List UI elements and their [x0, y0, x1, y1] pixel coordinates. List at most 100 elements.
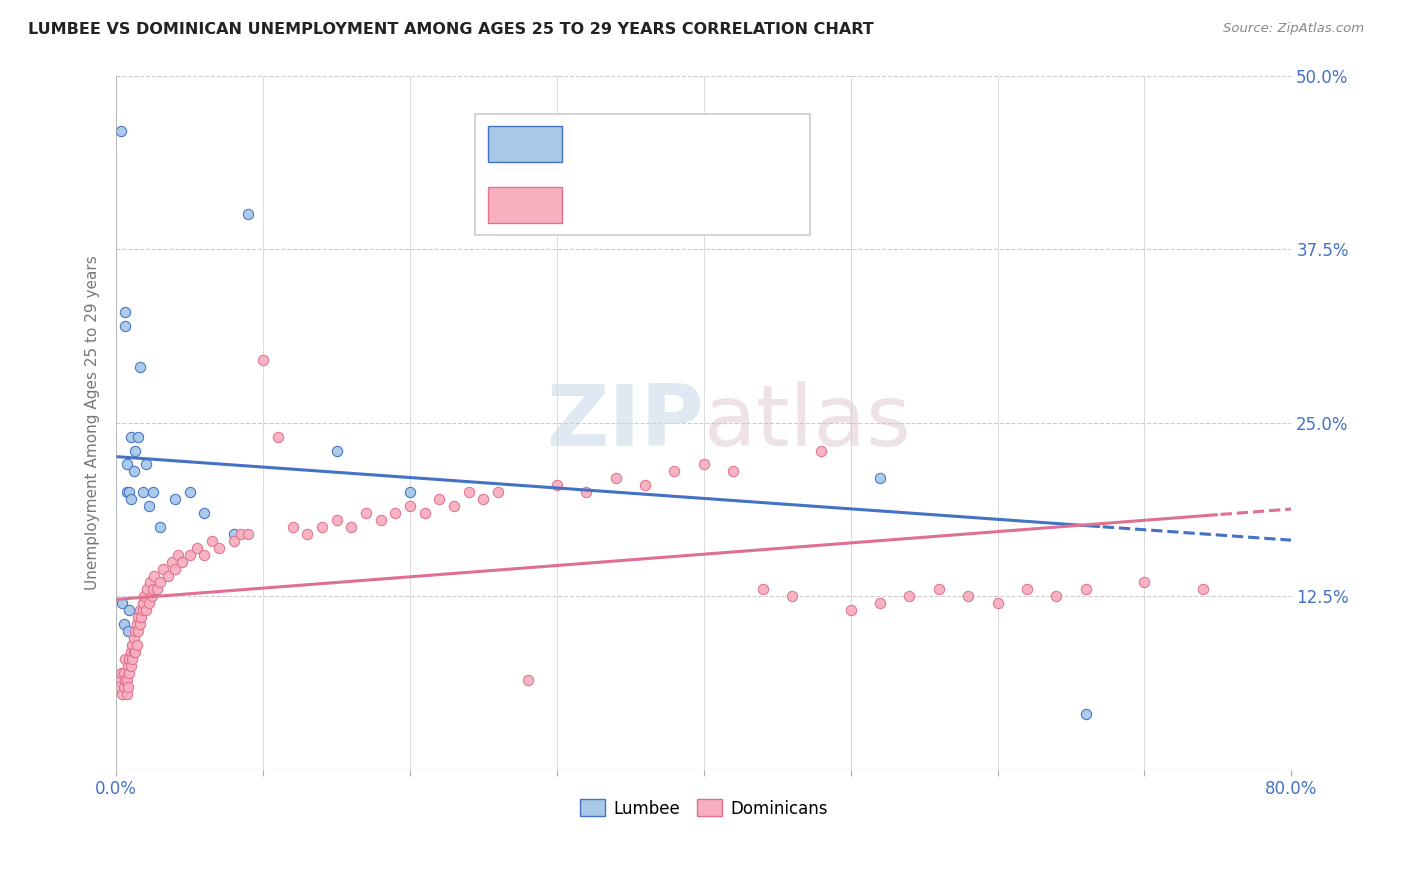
Point: [120, 492, 142, 507]
Point: [238, 527, 260, 541]
Legend: Lumbee, Dominicans: Lumbee, Dominicans: [574, 793, 834, 824]
Point: [117, 658, 139, 673]
Point: [928, 582, 950, 597]
Point: [384, 506, 406, 520]
Point: [146, 582, 169, 597]
Point: [160, 555, 183, 569]
Point: [134, 590, 156, 604]
Point: [780, 590, 803, 604]
Point: [634, 478, 657, 492]
Point: [869, 596, 891, 610]
Point: [810, 443, 832, 458]
Point: [443, 499, 465, 513]
Point: [125, 617, 148, 632]
Point: [149, 575, 172, 590]
Point: [112, 680, 135, 694]
Point: [124, 624, 146, 639]
Point: [132, 485, 155, 500]
Point: [163, 492, 186, 507]
Point: [138, 596, 160, 610]
Point: [121, 652, 143, 666]
Point: [142, 582, 165, 597]
Point: [281, 520, 304, 534]
Point: [575, 485, 598, 500]
Point: [136, 582, 159, 597]
Point: [252, 353, 274, 368]
Point: [1074, 582, 1097, 597]
Point: [222, 527, 245, 541]
Point: [114, 304, 136, 318]
Point: [1045, 590, 1067, 604]
Point: [370, 513, 392, 527]
Point: [117, 624, 139, 639]
Point: [112, 617, 135, 632]
Y-axis label: Unemployment Among Ages 25 to 29 years: Unemployment Among Ages 25 to 29 years: [86, 255, 100, 591]
Point: [516, 673, 538, 687]
Point: [179, 485, 201, 500]
Point: [664, 464, 686, 478]
Point: [135, 603, 157, 617]
Point: [132, 603, 155, 617]
Point: [222, 533, 245, 548]
Point: [163, 561, 186, 575]
Point: [869, 471, 891, 485]
Point: [311, 520, 333, 534]
Point: [120, 430, 142, 444]
Point: [115, 458, 138, 472]
Point: [125, 638, 148, 652]
Point: [115, 485, 138, 500]
Point: [139, 575, 162, 590]
Point: [193, 506, 215, 520]
Point: [605, 471, 627, 485]
Point: [429, 492, 451, 507]
Point: [399, 499, 422, 513]
Point: [751, 582, 773, 597]
Point: [149, 520, 172, 534]
Point: [399, 485, 422, 500]
Point: [143, 568, 166, 582]
Point: [107, 673, 129, 687]
Point: [142, 485, 165, 500]
Point: [1074, 707, 1097, 722]
Point: [839, 603, 862, 617]
Point: [325, 443, 347, 458]
Point: [238, 207, 260, 221]
Point: [120, 645, 142, 659]
Point: [156, 568, 179, 582]
Point: [957, 590, 980, 604]
Point: [457, 485, 479, 500]
Point: [117, 680, 139, 694]
Point: [693, 458, 716, 472]
Point: [124, 443, 146, 458]
Point: [167, 548, 190, 562]
Text: Source: ZipAtlas.com: Source: ZipAtlas.com: [1223, 22, 1364, 36]
Point: [721, 464, 744, 478]
Point: [129, 610, 152, 624]
Point: [201, 533, 224, 548]
Point: [122, 645, 145, 659]
Point: [114, 652, 136, 666]
Text: ZIP: ZIP: [546, 381, 704, 464]
Point: [486, 485, 509, 500]
Point: [898, 590, 921, 604]
Point: [127, 624, 149, 639]
Point: [128, 617, 150, 632]
Point: [172, 555, 194, 569]
Point: [267, 430, 290, 444]
Point: [115, 673, 138, 687]
Point: [605, 186, 627, 201]
Point: [108, 680, 131, 694]
Point: [1015, 582, 1038, 597]
Point: [110, 665, 132, 680]
Point: [472, 492, 495, 507]
Point: [297, 527, 319, 541]
Point: [118, 665, 141, 680]
Point: [118, 652, 141, 666]
Point: [114, 673, 136, 687]
Point: [193, 548, 215, 562]
Point: [413, 506, 436, 520]
Point: [546, 478, 568, 492]
Point: [141, 590, 163, 604]
Text: LUMBEE VS DOMINICAN UNEMPLOYMENT AMONG AGES 25 TO 29 YEARS CORRELATION CHART: LUMBEE VS DOMINICAN UNEMPLOYMENT AMONG A…: [28, 22, 875, 37]
Point: [127, 430, 149, 444]
